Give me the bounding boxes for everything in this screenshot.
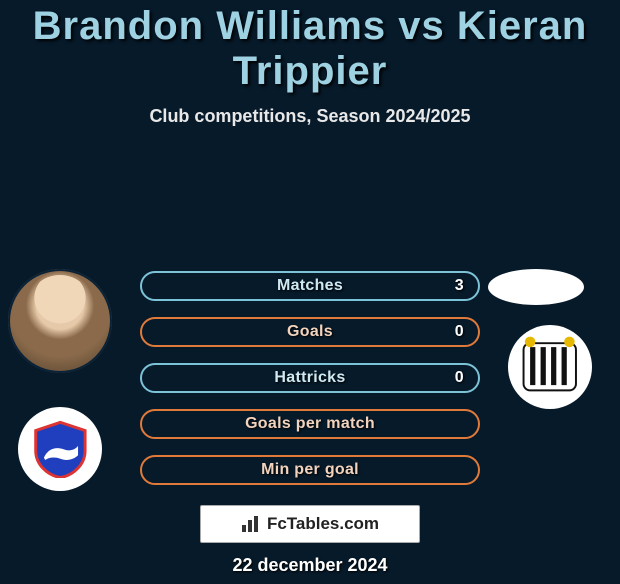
stat-label: Hattricks: [274, 369, 345, 387]
stat-value: 0: [455, 323, 464, 341]
page-title: Brandon Williams vs Kieran Trippier: [0, 4, 620, 94]
ipswich-crest: [18, 407, 102, 491]
stat-bar-min-per-goal: Min per goal: [140, 455, 480, 485]
player-photo-right: [488, 269, 584, 305]
attribution-text: FcTables.com: [267, 514, 379, 534]
stat-label: Goals per match: [245, 415, 375, 433]
stat-bar-matches: Matches 3: [140, 271, 480, 301]
page-subtitle: Club competitions, Season 2024/2025: [0, 106, 620, 127]
player-photo-left: [8, 269, 112, 373]
stat-value: 3: [455, 277, 464, 295]
snapshot-date: 22 december 2024: [0, 555, 620, 576]
crest-left-icon: [31, 420, 90, 479]
stat-bar-goals: Goals 0: [140, 317, 480, 347]
stat-label: Goals: [287, 323, 333, 341]
stat-label: Min per goal: [261, 461, 359, 479]
stat-label: Matches: [277, 277, 343, 295]
stat-value: 0: [455, 369, 464, 387]
attribution-box[interactable]: FcTables.com: [200, 505, 420, 543]
stat-bar-hattricks: Hattricks 0: [140, 363, 480, 393]
stat-bars: Matches 3 Goals 0 Hattricks 0 Goals per match M…: [140, 271, 480, 501]
crest-right-icon: [517, 334, 583, 400]
barchart-icon: [241, 515, 261, 533]
stat-bar-goals-per-match: Goals per match: [140, 409, 480, 439]
newcastle-crest: [508, 325, 592, 409]
